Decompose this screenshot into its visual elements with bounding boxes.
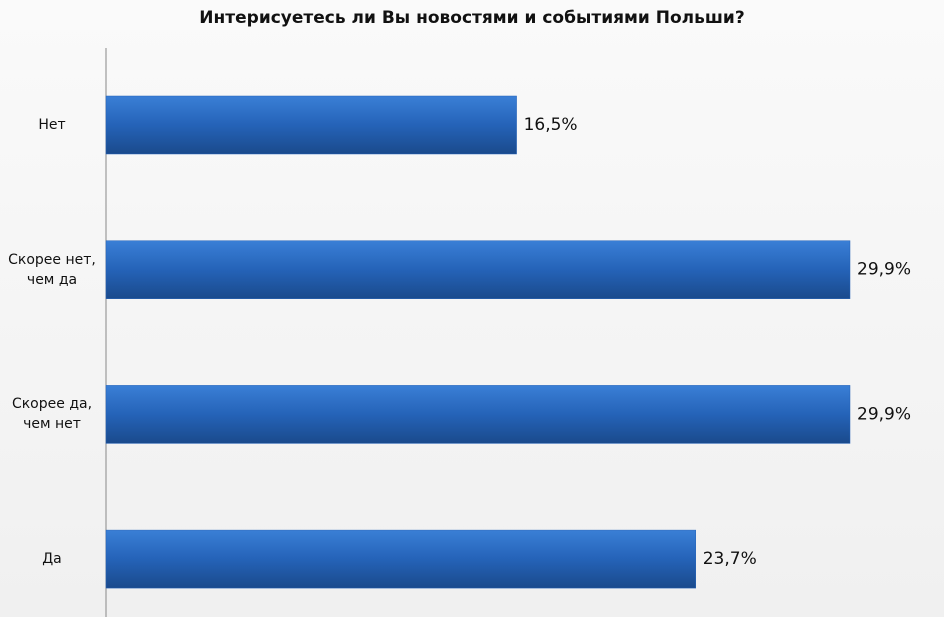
data-label: 29,9% (857, 260, 911, 280)
data-label: 23,7% (703, 549, 757, 569)
category-label: Скорее да, чем нет (11, 396, 93, 433)
bar (105, 95, 517, 155)
bar (105, 385, 851, 444)
category-label: Скорее нет, чем да (8, 251, 96, 288)
data-label: 16,5% (524, 115, 578, 135)
data-label: 29,9% (857, 404, 911, 424)
category-label: Да (42, 551, 62, 568)
bar (105, 529, 696, 589)
chart-title: Интерисуетесь ли Вы новостями и событиям… (199, 8, 745, 28)
bar (105, 240, 851, 299)
category-label: Нет (38, 117, 66, 133)
